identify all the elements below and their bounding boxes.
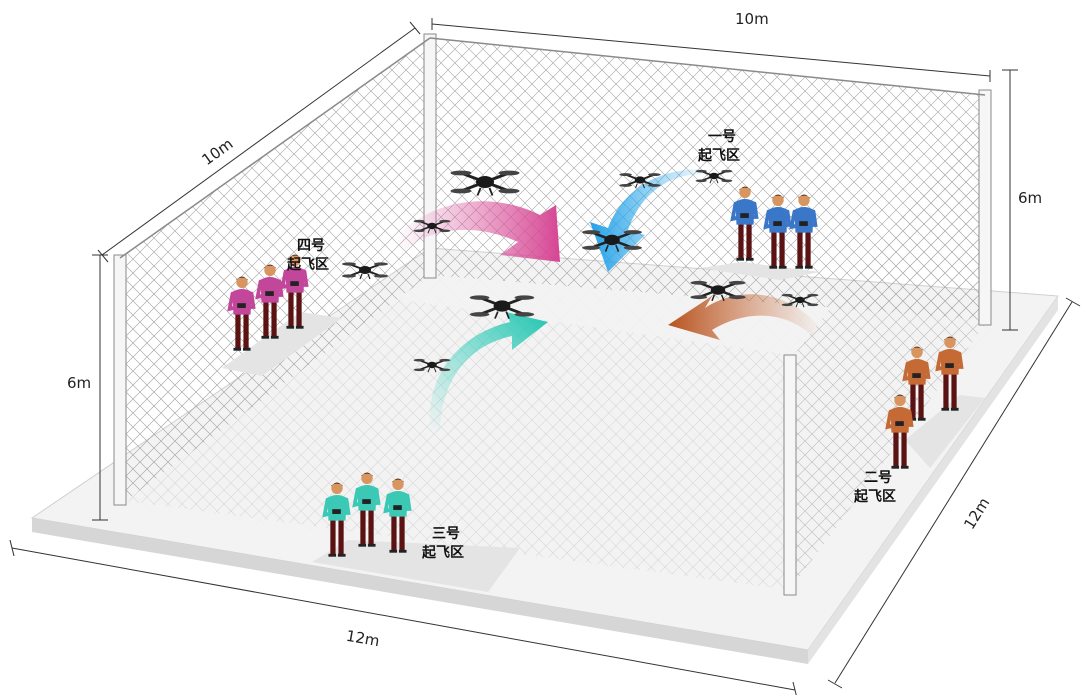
pilot-figure (227, 276, 256, 351)
zone-label-1: 一号 起飞区 (697, 129, 740, 164)
pilot-figure (322, 482, 351, 557)
pilot-group-2 (885, 336, 964, 469)
zone-label-3: 三号 起飞区 (421, 526, 464, 561)
zone-name: 起飞区 (286, 256, 329, 273)
zone-number: 二号 (864, 470, 892, 486)
flight-arrow-teal (429, 312, 548, 432)
flight-arrow-blue (590, 169, 712, 272)
zone-name: 起飞区 (697, 147, 740, 164)
pilot-figure (730, 186, 759, 261)
pilot-figure (789, 194, 818, 269)
pilot-figure (383, 478, 412, 553)
flight-arrow-pink (395, 201, 560, 262)
zone-name: 起飞区 (853, 488, 896, 505)
pilot-figure (255, 264, 284, 339)
pilot-figure (885, 394, 914, 469)
dimension-left-height: 6m (67, 374, 91, 392)
pilot-figure (280, 254, 309, 329)
dimension-front-width: 12m (345, 627, 381, 651)
zone-label-2: 二号 起飞区 (853, 470, 896, 505)
pilot-figure (352, 472, 381, 547)
front-net-right (790, 110, 985, 590)
pilot-group-3 (322, 472, 412, 557)
pilot-figure (763, 194, 792, 269)
dimension-left-depth: 10m (199, 135, 237, 169)
dimension-top-width: 10m (735, 10, 769, 28)
dimension-lines (9, 18, 1081, 695)
pilot-group-4 (227, 254, 309, 351)
top-rails (119, 37, 986, 259)
zone-number: 三号 (432, 526, 460, 542)
zone-name: 起飞区 (421, 544, 464, 561)
zone-label-4: 四号 起飞区 (286, 238, 329, 273)
zone-number: 一号 (708, 129, 736, 145)
pilot-group-1 (730, 186, 818, 269)
takeoff-zone-pads (222, 262, 985, 592)
dimension-right-height: 6m (1018, 189, 1042, 207)
pilot-figure (902, 346, 931, 421)
dimension-right-depth: 12m (960, 494, 993, 532)
pilot-figure (935, 336, 964, 411)
zone-number: 四号 (297, 238, 325, 254)
